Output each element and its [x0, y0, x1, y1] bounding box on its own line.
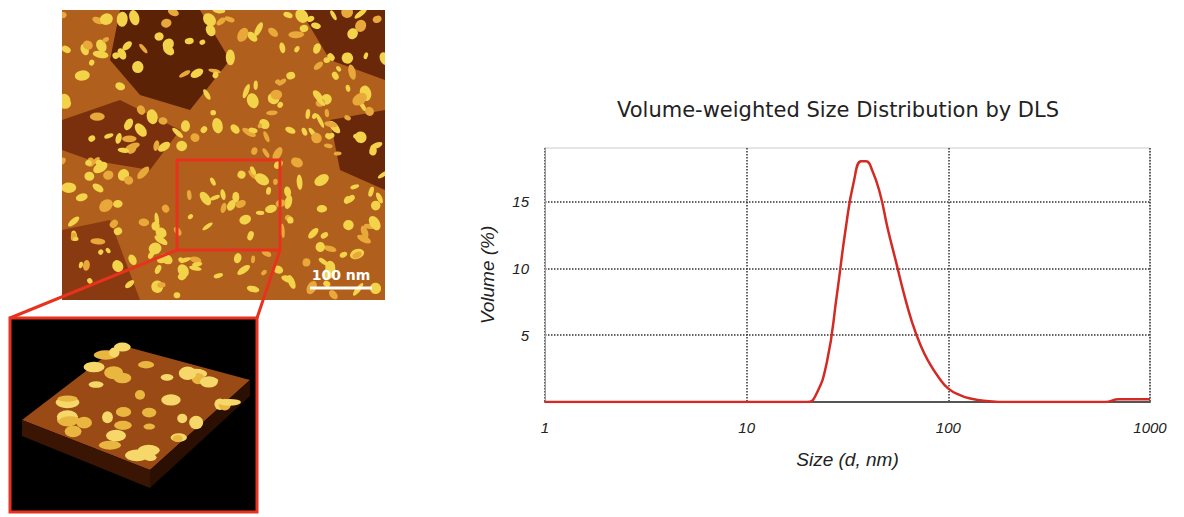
svg-text:Volume (%): Volume (%): [477, 226, 498, 325]
svg-text:5: 5: [521, 327, 530, 344]
svg-text:Size (d, nm): Size (d, nm): [796, 449, 898, 470]
svg-text:Volume-weighted Size Distribut: Volume-weighted Size Distribution by DLS: [617, 98, 1059, 122]
svg-text:1: 1: [541, 419, 549, 436]
svg-text:10: 10: [512, 260, 529, 277]
svg-text:10: 10: [738, 419, 755, 436]
svg-text:100 nm: 100 nm: [312, 267, 371, 283]
svg-text:100: 100: [936, 419, 962, 436]
svg-text:1000: 1000: [1133, 419, 1167, 436]
svg-text:15: 15: [512, 193, 529, 210]
